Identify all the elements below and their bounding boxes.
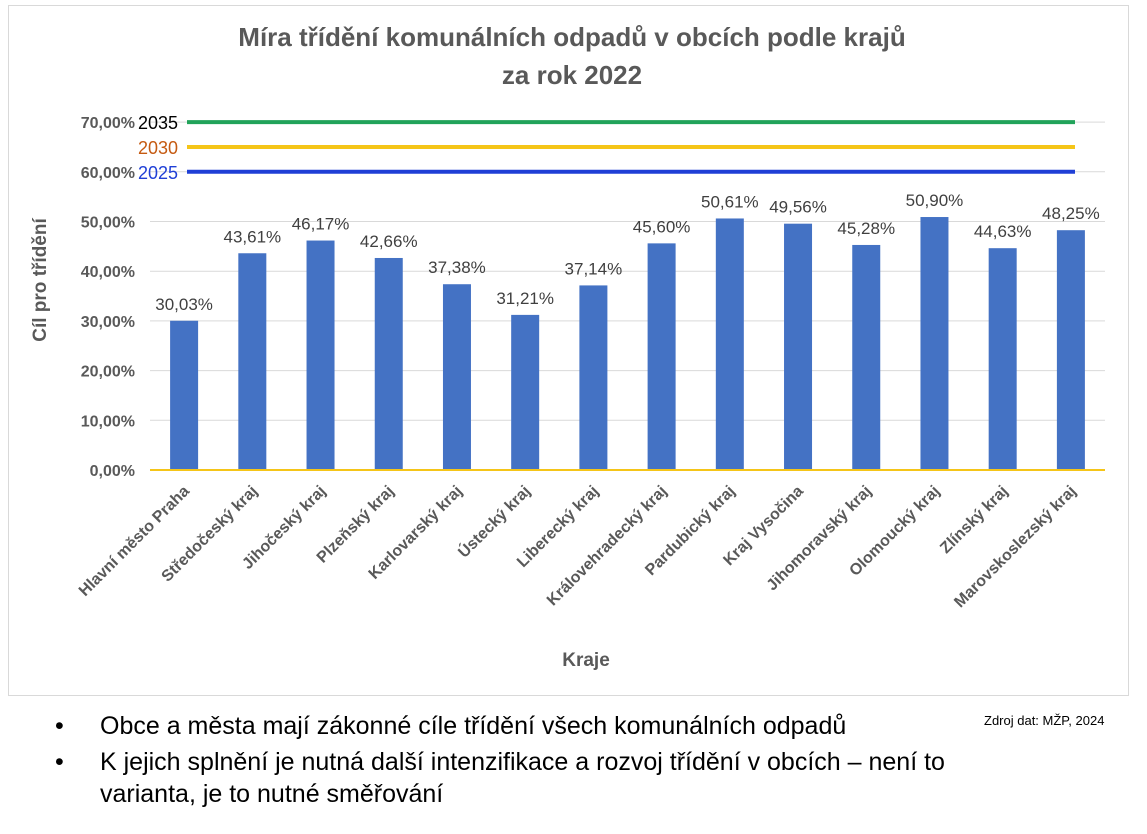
bar bbox=[988, 248, 1017, 470]
bar-value-label: 30,03% bbox=[155, 295, 213, 314]
bar-value-label: 46,17% bbox=[292, 215, 350, 234]
x-tick-label: Marovskoslezský kraj bbox=[951, 483, 1079, 611]
y-tick-label: 40,00% bbox=[81, 264, 135, 281]
bullet-item: • Obce a města mají zákonné cíle třídění … bbox=[50, 710, 1010, 742]
y-axis-label: Cíl pro třídění bbox=[30, 218, 51, 342]
bar-value-label: 45,28% bbox=[837, 219, 895, 238]
x-tick-label: Zlínský kraj bbox=[937, 483, 1011, 557]
bullet-item: • K jejich splnění je nutná další intenzi… bbox=[50, 746, 1010, 810]
x-axis-label: Kraje bbox=[562, 650, 610, 671]
y-tick-label: 0,00% bbox=[90, 463, 135, 480]
bullet-list: • Obce a města mají zákonné cíle třídění … bbox=[50, 710, 1010, 814]
bar-value-label: 37,38% bbox=[428, 258, 486, 277]
data-source-note: Zdroj dat: MŽP, 2024 bbox=[984, 713, 1105, 728]
x-tick-label: Královehradecký kraj bbox=[544, 483, 670, 609]
y-tick-label: 50,00% bbox=[81, 215, 135, 232]
y-axis-ticks: 0,00% 10,00% 20,00% 30,00% 40,00% 50,00% 60,00… bbox=[81, 115, 135, 480]
bar bbox=[920, 217, 949, 470]
x-tick-label: Ústecký kraj bbox=[454, 481, 534, 561]
target-line-label: 2025 bbox=[138, 163, 178, 183]
x-tick-label: Hlavní město Praha bbox=[76, 483, 193, 600]
bar-value-label: 50,61% bbox=[701, 192, 759, 211]
bar bbox=[852, 244, 881, 470]
y-tick-label: 20,00% bbox=[81, 364, 135, 381]
bar bbox=[715, 218, 744, 470]
bar bbox=[579, 285, 608, 470]
y-tick-label: 70,00% bbox=[81, 115, 135, 132]
gridlines bbox=[150, 121, 1105, 421]
bar-value-label: 49,56% bbox=[769, 198, 827, 217]
bar bbox=[170, 320, 199, 470]
bars: 30,03% 43,61% 46,17% 42,66% 37,38% 31,21% 37,1… bbox=[155, 191, 1100, 470]
target-lines: 2035 2030 2025 bbox=[138, 113, 1075, 183]
bar-value-label: 48,25% bbox=[1042, 204, 1100, 223]
bullet-dot: • bbox=[55, 748, 64, 776]
bullet-text: K jejich splnění je nutná další intenzif… bbox=[100, 748, 945, 808]
bar bbox=[306, 240, 335, 470]
chart-title-line1: Míra třídění komunálních odpadů v obcích… bbox=[238, 22, 905, 52]
bar-value-label: 42,66% bbox=[360, 232, 418, 251]
target-line-label: 2035 bbox=[138, 113, 178, 133]
bar-value-label: 43,61% bbox=[223, 227, 281, 246]
bar bbox=[647, 243, 676, 470]
bar-value-label: 31,21% bbox=[496, 289, 554, 308]
bar bbox=[784, 223, 813, 470]
chart-title-line2: za rok 2022 bbox=[502, 60, 642, 90]
bar bbox=[1056, 230, 1085, 470]
target-line-label: 2030 bbox=[138, 138, 178, 158]
y-tick-label: 10,00% bbox=[81, 413, 135, 430]
bar-value-label: 45,60% bbox=[633, 217, 691, 236]
y-tick-label: 30,00% bbox=[81, 314, 135, 331]
bar-value-label: 44,63% bbox=[974, 222, 1032, 241]
y-tick-label: 60,00% bbox=[81, 165, 135, 182]
bullet-text: Obce a města mají zákonné cíle třídění v… bbox=[100, 712, 847, 740]
bar-chart: Míra třídění komunálních odpadů v obcích… bbox=[30, 22, 1105, 671]
bar bbox=[374, 257, 403, 470]
bar bbox=[238, 253, 267, 470]
bar bbox=[442, 284, 471, 470]
bullet-dot: • bbox=[55, 712, 64, 740]
bar bbox=[511, 314, 540, 470]
bar-value-label: 37,14% bbox=[565, 259, 623, 278]
bar-value-label: 50,90% bbox=[906, 191, 964, 210]
